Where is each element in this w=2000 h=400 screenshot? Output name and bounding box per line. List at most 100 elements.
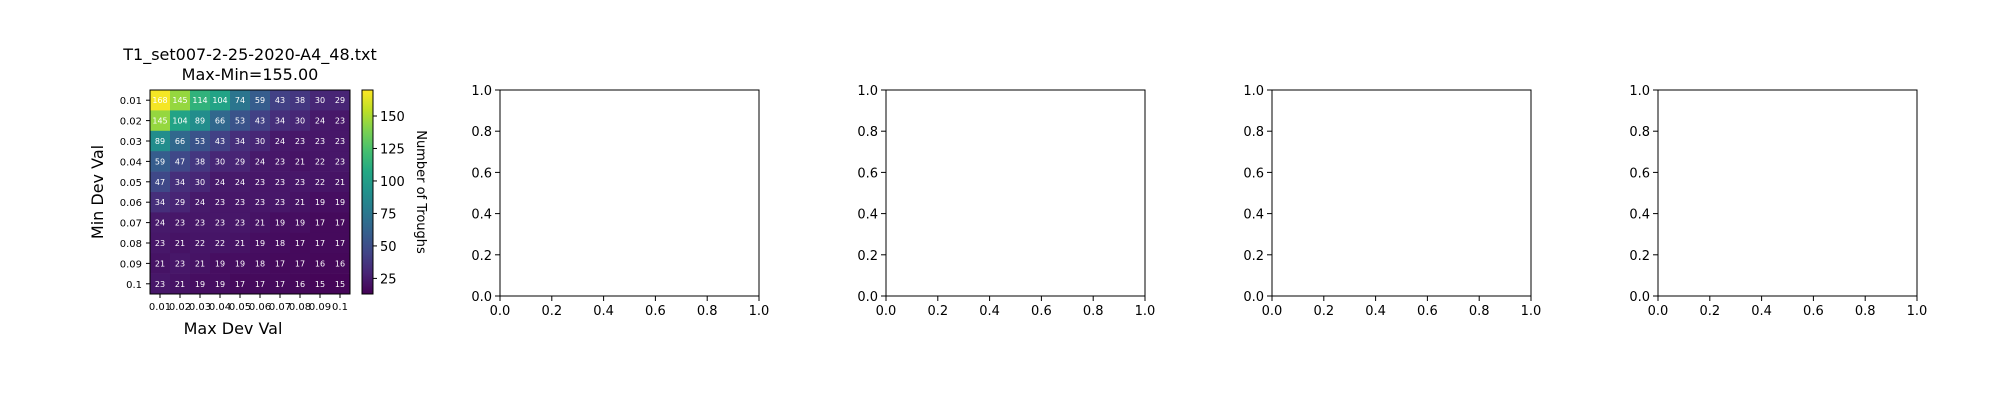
heatmap-cell-label: 21 <box>175 280 185 289</box>
heatmap-cell-label: 89 <box>155 137 165 146</box>
heatmap-cell <box>250 253 271 274</box>
heatmap-cell <box>310 110 331 132</box>
heatmap-cell <box>310 130 331 152</box>
heatmap-cell-label: 22 <box>315 157 325 166</box>
heatmap-cell <box>230 90 251 111</box>
heatmap-cell-label: 30 <box>315 96 325 105</box>
heatmap-cell-label: 23 <box>195 219 205 228</box>
axes-ytick-label: 1.0 <box>857 84 878 99</box>
heatmap-cell-label: 23 <box>335 117 345 126</box>
axes-ytick-label: 0.8 <box>1629 125 1650 140</box>
heatmap-cell-label: 145 <box>152 117 167 126</box>
axes-xtick-label: 0.2 <box>1699 304 1720 319</box>
heatmap-cell <box>250 130 271 152</box>
heatmap-cell <box>270 130 291 152</box>
heatmap-cell <box>210 171 231 193</box>
heatmap-cell <box>230 151 251 172</box>
heatmap-cell-label: 104 <box>172 117 187 126</box>
heatmap-cell <box>330 90 351 111</box>
empty-axes-4: 0.0 0.2 0.4 0.6 0.8 1.0 0.0 0.2 0.4 0.6 0.8 1.0 <box>1629 84 1927 319</box>
heatmap-xtick-label: 0.1 <box>332 302 348 313</box>
heatmap-cell-label: 34 <box>175 178 185 187</box>
heatmap-cell <box>310 253 331 274</box>
heatmap-cell-label: 15 <box>335 280 345 289</box>
heatmap-cell-label: 66 <box>175 137 185 146</box>
axes-ytick-label: 0.2 <box>1629 249 1650 264</box>
heatmap-cell <box>150 192 171 213</box>
heatmap-cell <box>210 130 231 152</box>
heatmap-cell-label: 19 <box>335 198 345 207</box>
heatmap-cell-label: 23 <box>215 219 225 228</box>
heatmap-cell <box>210 110 231 132</box>
heatmap-cell-label: 145 <box>172 96 187 105</box>
heatmap-cell <box>270 151 291 172</box>
axes-frame <box>1271 89 1532 297</box>
axes-ytick-label: 0.0 <box>857 290 878 305</box>
heatmap-ytick-label: 0.02 <box>120 117 142 128</box>
heatmap-cell-label: 19 <box>275 219 285 228</box>
heatmap-ytick-label: 0.04 <box>120 157 142 168</box>
axes-ytick-label: 0.0 <box>471 290 492 305</box>
axes-ytick-label: 0.0 <box>1629 290 1650 305</box>
axes-ytick-label: 0.2 <box>471 249 492 264</box>
axes-xtick-label: 1.0 <box>1907 304 1928 319</box>
heatmap-cell-label: 30 <box>295 117 305 126</box>
heatmap-cell-label: 23 <box>235 219 245 228</box>
heatmap-cell-label: 168 <box>152 96 167 105</box>
empty-axes-3: 0.0 0.2 0.4 0.6 0.8 1.0 0.0 0.2 0.4 0.6 0.8 1.0 <box>1243 84 1541 319</box>
heatmap-cell-label: 23 <box>175 259 185 268</box>
heatmap-cell <box>150 212 171 234</box>
heatmap-cell <box>310 90 331 111</box>
heatmap-cell <box>170 212 191 234</box>
heatmap-cell <box>170 192 191 213</box>
heatmap-cell <box>250 171 271 193</box>
heatmap-cell-label: 19 <box>255 239 265 248</box>
heatmap-cell <box>230 253 251 274</box>
heatmap-cell-label: 17 <box>335 219 345 228</box>
heatmap-cell <box>150 253 171 274</box>
heatmap-cell-label: 23 <box>155 280 165 289</box>
heatmap-cell-label: 23 <box>255 178 265 187</box>
heatmap-cell-label: 22 <box>315 178 325 187</box>
heatmap-cell-label: 18 <box>255 259 265 268</box>
axes-ytick-label: 0.4 <box>1243 208 1264 223</box>
heatmap-cell-label: 24 <box>255 157 265 166</box>
heatmap-cell-label: 21 <box>255 219 265 228</box>
heatmap-cell <box>230 130 251 152</box>
axes-ytick-label: 1.0 <box>1629 84 1650 99</box>
heatmap-cell <box>150 90 171 111</box>
heatmap-cell <box>330 253 351 274</box>
heatmap-cell <box>170 90 191 111</box>
heatmap-cell <box>250 212 271 234</box>
axes-xtick-label: 0.8 <box>1469 304 1490 319</box>
heatmap-cell-label: 43 <box>275 96 285 105</box>
heatmap-cell <box>210 212 231 234</box>
axes-ytick-label: 0.4 <box>857 208 878 223</box>
heatmap-cell-label: 23 <box>315 137 325 146</box>
heatmap-cell <box>270 253 291 274</box>
heatmap-cell <box>270 90 291 111</box>
heatmap-ytick-label: 0.1 <box>126 280 142 291</box>
heatmap-cell-label: 24 <box>315 117 325 126</box>
axes-xtick-label: 0.4 <box>1751 304 1772 319</box>
axes-xtick-label: 0.2 <box>1313 304 1334 319</box>
colorbar-tick-label: 25 <box>380 272 397 287</box>
heatmap-cell <box>290 232 311 254</box>
heatmap-xtick-label: 0.04 <box>209 302 231 313</box>
heatmap-title-line2: Max-Min=155.00 <box>182 65 319 84</box>
heatmap-ylabel: Min Dev Val <box>88 145 107 239</box>
heatmap-cell <box>170 273 191 295</box>
heatmap-cell <box>170 253 191 274</box>
heatmap-cell <box>230 232 251 254</box>
heatmap-title-line1: T1_set007-2-25-2020-A4_48.txt <box>122 45 377 65</box>
heatmap-cell <box>270 232 291 254</box>
heatmap-cell <box>170 110 191 132</box>
heatmap-cell-label: 38 <box>195 157 205 166</box>
axes-xtick-label: 0.8 <box>697 304 718 319</box>
heatmap-cell <box>190 151 211 172</box>
heatmap-cell <box>290 171 311 193</box>
heatmap-cell-label: 66 <box>215 117 225 126</box>
heatmap-cell <box>170 232 191 254</box>
axes-xtick-label: 0.8 <box>1855 304 1876 319</box>
heatmap-cell-label: 30 <box>255 137 265 146</box>
